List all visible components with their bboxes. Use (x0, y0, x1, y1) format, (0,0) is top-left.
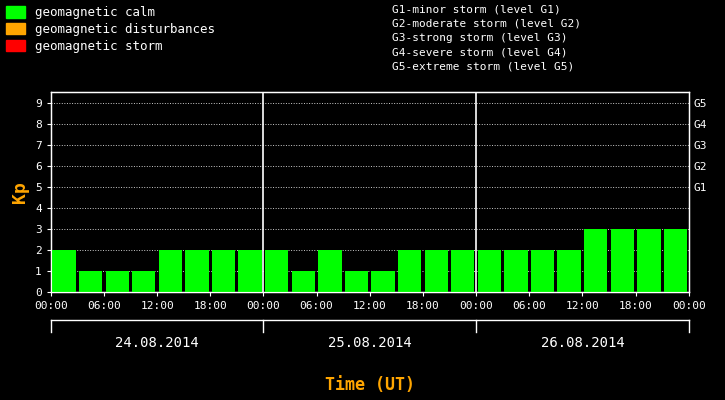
Bar (531, 250, 554, 292)
Bar (584, 229, 608, 292)
Bar (664, 229, 687, 292)
Bar (79, 271, 102, 292)
Bar (505, 250, 528, 292)
Bar (239, 250, 262, 292)
Text: 26.08.2014: 26.08.2014 (541, 336, 624, 350)
Bar (186, 250, 209, 292)
Bar (159, 250, 182, 292)
Bar (318, 250, 341, 292)
Y-axis label: Kp: Kp (12, 181, 30, 203)
Bar (398, 250, 421, 292)
Text: 25.08.2014: 25.08.2014 (328, 336, 412, 350)
Legend: geomagnetic calm, geomagnetic disturbances, geomagnetic storm: geomagnetic calm, geomagnetic disturbanc… (7, 6, 215, 53)
Bar (132, 271, 155, 292)
Bar (345, 271, 368, 292)
Bar (106, 271, 129, 292)
Bar (558, 250, 581, 292)
Bar (265, 250, 289, 292)
Bar (451, 250, 474, 292)
Bar (425, 250, 448, 292)
Bar (637, 229, 660, 292)
Text: G1-minor storm (level G1)
G2-moderate storm (level G2)
G3-strong storm (level G3: G1-minor storm (level G1) G2-moderate st… (392, 4, 581, 72)
Bar (478, 250, 501, 292)
Bar (52, 250, 75, 292)
Bar (291, 271, 315, 292)
Bar (371, 271, 394, 292)
Text: 24.08.2014: 24.08.2014 (115, 336, 199, 350)
Text: Time (UT): Time (UT) (325, 376, 415, 394)
Bar (610, 229, 634, 292)
Bar (212, 250, 235, 292)
